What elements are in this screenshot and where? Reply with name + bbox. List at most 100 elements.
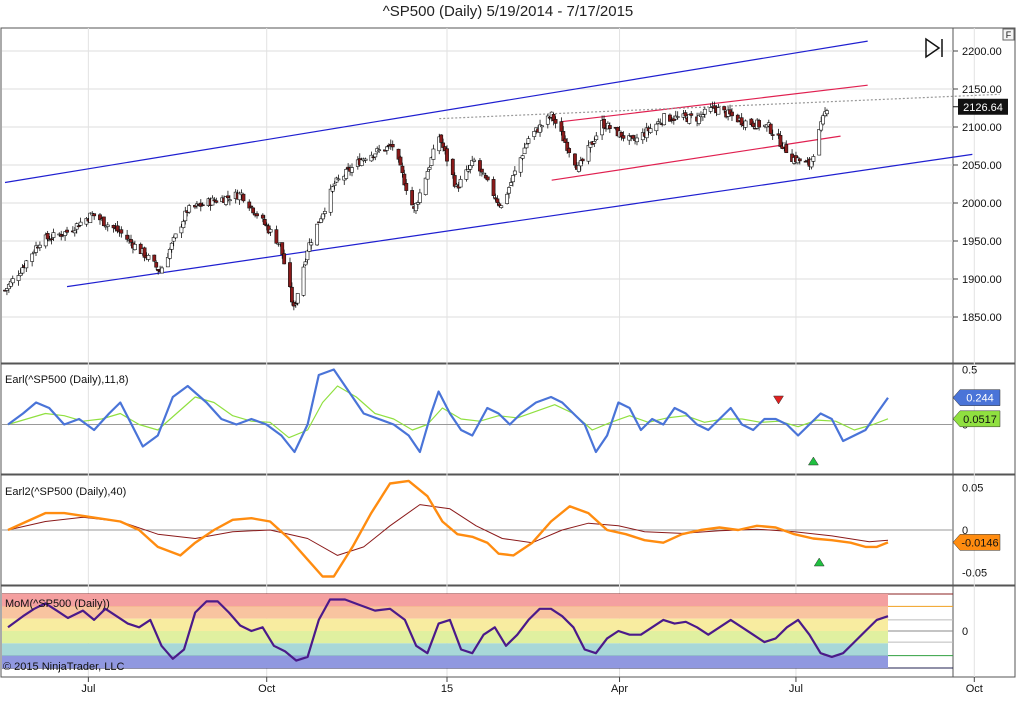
price-tick-label: 2200.00	[962, 46, 1002, 58]
candle-body	[797, 158, 802, 162]
candle-body	[101, 216, 106, 227]
candle-body	[315, 223, 320, 246]
x-tick-label: Oct	[258, 683, 275, 695]
candle-body	[540, 125, 544, 128]
candle-body	[481, 172, 486, 175]
candle-body	[165, 257, 170, 268]
candle-body	[290, 286, 294, 303]
candle-body	[431, 148, 436, 160]
candle-body	[72, 230, 77, 234]
candle-body	[592, 141, 597, 144]
candle-body	[321, 213, 325, 220]
mom-band	[2, 643, 888, 656]
candle-body	[398, 156, 403, 166]
candle-body	[821, 115, 825, 125]
candle-body	[404, 183, 409, 191]
candle-body	[602, 118, 606, 129]
candle-body	[567, 148, 572, 153]
candle-body	[214, 200, 219, 203]
candle-body	[427, 166, 432, 170]
candle-body	[631, 135, 636, 139]
candle-body	[255, 213, 259, 217]
candle-body	[739, 117, 744, 126]
earl-panel	[0, 363, 1016, 475]
earl-sell-marker	[773, 395, 784, 405]
candle-body	[472, 159, 477, 162]
candle-body	[768, 123, 773, 134]
candle-body	[227, 199, 232, 202]
candle-body	[730, 111, 734, 117]
earl2-panel-label: Earl2(^SP500 (Daily),40)	[5, 486, 126, 498]
earl-signal-last-badge: 0.0517	[963, 414, 997, 426]
price-tick-label: 2150.00	[962, 84, 1002, 96]
candle-body	[210, 197, 215, 206]
candle-body	[716, 107, 721, 115]
outer-channel-upper	[4, 40, 868, 184]
candle-body	[171, 237, 176, 242]
earl2-last-badge: -0.0146	[961, 537, 998, 549]
candle-body	[811, 156, 816, 162]
earl2-last-badge-bg	[952, 534, 1001, 551]
candle-body	[689, 113, 694, 116]
earl-signal-last-badge-bg	[952, 410, 1001, 428]
candle-body	[429, 157, 434, 166]
candle-body	[322, 211, 327, 214]
inner-channel-lower	[551, 135, 841, 181]
candle-body	[778, 135, 783, 147]
candle-body	[226, 195, 230, 199]
candle-body	[373, 153, 378, 158]
mom-band	[2, 594, 888, 607]
candle-body	[512, 170, 517, 175]
fast-forward-icon[interactable]	[925, 37, 943, 59]
candle-body	[485, 176, 490, 181]
candle-body	[241, 193, 246, 202]
candle-body	[249, 205, 254, 208]
earl-last-badge: 0.244	[966, 393, 994, 405]
price-tick-label: 2000.00	[962, 198, 1002, 210]
candle-body	[607, 125, 612, 129]
earl-last-badge-bg	[952, 389, 1001, 406]
candle-body	[336, 178, 341, 181]
candle-body	[303, 261, 308, 266]
candle-body	[282, 253, 287, 265]
candle-body	[576, 164, 581, 172]
candle-body	[88, 212, 93, 224]
candle-body	[34, 245, 38, 253]
f-button[interactable]: F	[1002, 28, 1015, 41]
candle-body	[580, 158, 585, 162]
candle-body	[179, 226, 184, 234]
earl-tick-label: 0.5	[962, 365, 977, 377]
candle-body	[573, 153, 577, 166]
earl-panel-label: Earl(^SP500 (Daily),11,8)	[5, 374, 129, 386]
earl-signal-line	[7, 385, 889, 439]
candle-body	[400, 165, 405, 174]
earl2-line	[7, 479, 889, 578]
candle-body	[817, 129, 822, 156]
candle-body	[288, 262, 292, 287]
candle-body	[511, 175, 515, 183]
candle-body	[10, 278, 15, 284]
candle-body	[410, 190, 415, 206]
candle-body	[160, 267, 164, 274]
candle-body	[464, 169, 469, 180]
candle-body	[450, 158, 455, 176]
candle-body	[687, 114, 692, 124]
candle-body	[350, 167, 354, 173]
candle-body	[332, 183, 337, 186]
candle-body	[621, 135, 626, 139]
candle-body	[132, 244, 137, 251]
candle-body	[385, 146, 389, 151]
candle-body	[280, 242, 285, 255]
candle-body	[328, 188, 333, 213]
candle-body	[708, 107, 713, 112]
mom-band	[2, 631, 888, 644]
earl-buy-marker	[807, 456, 819, 466]
last-price-label: 2126.64	[963, 102, 1003, 114]
candle-body	[167, 249, 172, 259]
candle-body	[247, 201, 252, 209]
candle-body	[49, 238, 54, 240]
candle-body	[45, 233, 50, 240]
candle-body	[497, 203, 502, 207]
earl2-tick-label: -0.05	[962, 567, 987, 579]
candle-body	[169, 242, 174, 250]
